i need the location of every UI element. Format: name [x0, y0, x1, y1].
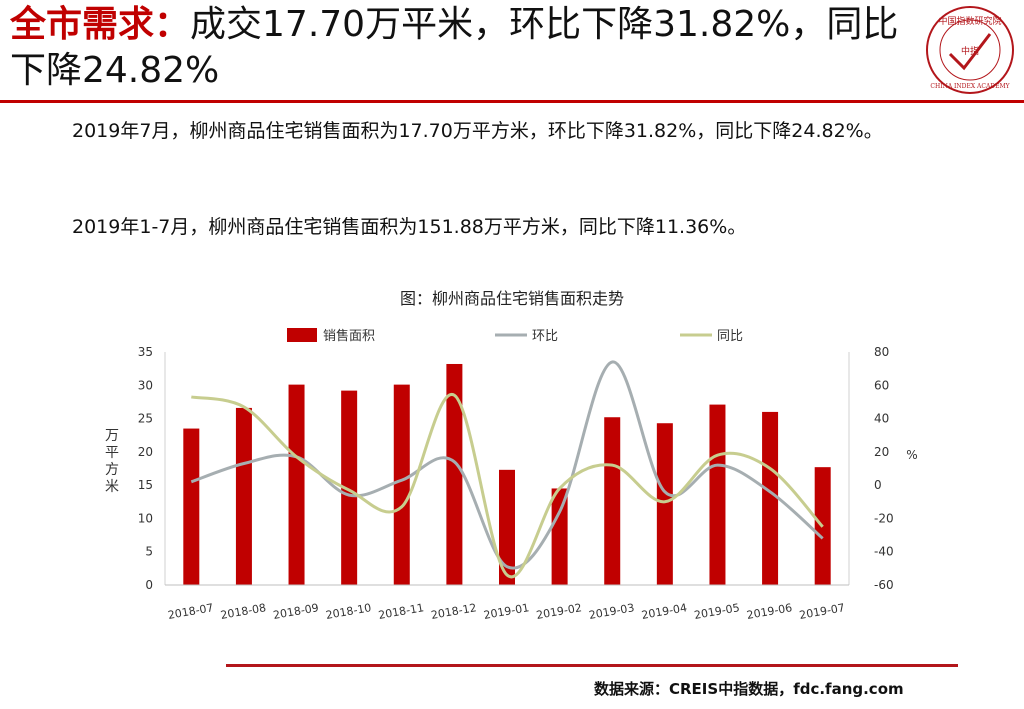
paragraph-2: 2019年1-7月，柳州商品住宅销售面积为151.88万平方米，同比下降11.3… — [34, 208, 964, 246]
logo-text-bottom: CHINA INDEX ACADEMY — [930, 83, 1010, 90]
y-tick-left: 0 — [145, 578, 153, 592]
bar — [235, 407, 252, 585]
bar — [709, 404, 726, 585]
x-tick-label: 2018-09 — [272, 601, 320, 622]
footer-divider — [226, 664, 958, 667]
x-tick-label: 2019-04 — [640, 601, 688, 622]
bar — [604, 417, 621, 585]
y-tick-right: 80 — [874, 345, 889, 359]
bar — [446, 363, 463, 585]
y-tick-right: -60 — [874, 578, 894, 592]
y-tick-left: 10 — [138, 511, 153, 525]
bar — [762, 411, 779, 585]
x-tick-label: 2019-02 — [535, 601, 583, 622]
bar — [393, 384, 410, 585]
logo-center: 中指 — [961, 45, 979, 57]
y-tick-left: 5 — [145, 545, 153, 559]
y-tick-left: 35 — [138, 345, 153, 359]
data-source: 数据来源：CREIS中指数据，fdc.fang.com — [594, 680, 904, 698]
x-tick-label: 2019-03 — [588, 601, 636, 622]
paragraph-1: 2019年7月，柳州商品住宅销售面积为17.70万平方米，环比下降31.82%，… — [34, 112, 964, 150]
x-tick-label: 2019-07 — [798, 601, 846, 622]
legend-swatch-bar — [287, 328, 317, 342]
bar — [656, 423, 673, 585]
y-tick-right: 0 — [874, 478, 882, 492]
title-rest: 成交17.70万平米，环比下降31.82%，同比下降24.82% — [10, 4, 899, 91]
logo: 中国指数研究院 中指 CHINA INDEX ACADEMY — [926, 6, 1014, 94]
x-tick-label: 2019-05 — [693, 601, 741, 622]
y-tick-left: 30 — [138, 378, 153, 392]
y-tick-right: 60 — [874, 378, 889, 392]
paragraph-1-text: 2019年7月，柳州商品住宅销售面积为17.70万平方米，环比下降31.82%，… — [72, 120, 883, 142]
logo-text-top: 中国指数研究院 — [938, 15, 1001, 27]
bar — [551, 488, 568, 585]
bar — [341, 390, 358, 585]
paragraph-2-text: 2019年1-7月，柳州商品住宅销售面积为151.88万平方米，同比下降11.3… — [72, 216, 747, 238]
y-tick-right: 20 — [874, 445, 889, 459]
title-divider — [0, 100, 1024, 103]
y-tick-left: 25 — [138, 412, 153, 426]
y-tick-right: 40 — [874, 412, 889, 426]
series-line-2 — [191, 393, 824, 579]
chart-title: 图：柳州商品住宅销售面积走势 — [400, 289, 624, 308]
y-axis-label-left: 万平方米 — [105, 428, 119, 495]
y-tick-left: 20 — [138, 445, 153, 459]
y-axis-label-right: % — [906, 448, 917, 462]
x-tick-label: 2018-07 — [167, 601, 215, 622]
legend-label-line-1: 环比 — [532, 329, 558, 344]
page-title: 全市需求：成交17.70万平米，环比下降31.82%，同比下降24.82% — [10, 2, 920, 94]
legend-label-bar: 销售面积 — [323, 328, 375, 344]
bar — [288, 384, 305, 585]
y-tick-left: 15 — [138, 478, 153, 492]
bar — [499, 469, 515, 585]
x-tick-label: 2018-10 — [325, 601, 373, 622]
bar — [183, 428, 200, 585]
title-key: 全市需求： — [10, 4, 191, 45]
legend-label-line-2: 同比 — [717, 329, 743, 344]
x-tick-label: 2019-01 — [483, 601, 531, 622]
x-tick-label: 2019-06 — [746, 601, 794, 622]
x-tick-label: 2018-08 — [220, 601, 268, 622]
x-tick-label: 2018-11 — [377, 601, 425, 622]
y-tick-right: -40 — [874, 545, 894, 559]
x-tick-label: 2018-12 — [430, 601, 478, 622]
y-tick-right: -20 — [874, 511, 894, 525]
